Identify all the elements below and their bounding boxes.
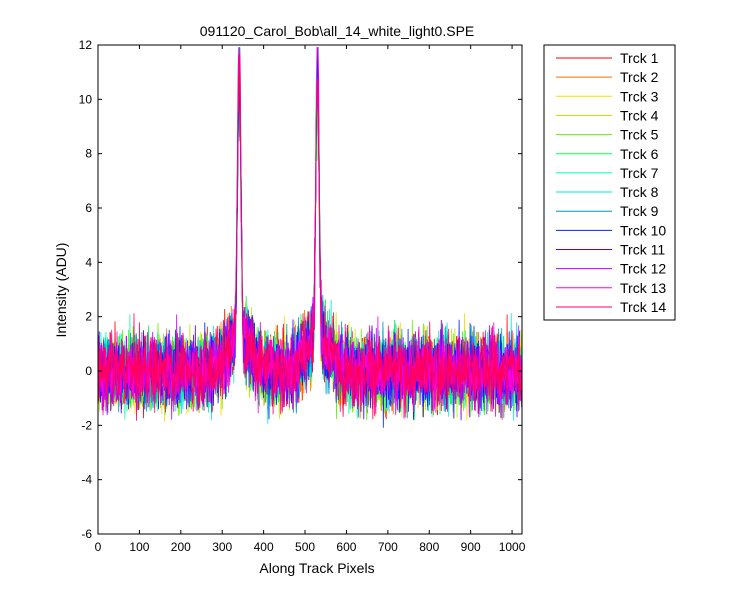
legend-box — [543, 44, 676, 321]
y-tick-label: 4 — [85, 255, 92, 269]
legend-label: Trck 5 — [620, 127, 659, 143]
legend-label: Trck 1 — [620, 50, 659, 66]
legend: Trck 1 Trck 2 Trck 3 Trck 4 Trck 5 Trck 6 Trck… — [543, 44, 676, 321]
legend-label: Trck 14 — [620, 299, 666, 315]
legend-label: Trck 11 — [620, 242, 665, 258]
plot-frame — [97, 44, 523, 535]
y-tick-label: 8 — [85, 147, 92, 161]
legend-label: Trck 13 — [620, 280, 666, 296]
legend-label: Trck 7 — [620, 165, 659, 181]
y-tick-label: 12 — [79, 38, 93, 52]
legend-label: Trck 4 — [620, 107, 659, 123]
y-tick-label: -6 — [81, 527, 92, 541]
x-tick-label: 100 — [129, 540, 149, 554]
x-tick-label: 400 — [254, 540, 274, 554]
x-axis-label: Along Track Pixels — [259, 560, 374, 576]
x-tick-label: 200 — [171, 540, 191, 554]
x-tick-label: 900 — [461, 540, 481, 554]
y-axis-label: Intensity (ADU) — [53, 243, 69, 338]
x-tick-label: 700 — [378, 540, 398, 554]
y-tick-label: 6 — [85, 201, 92, 215]
y-tick-label: -4 — [81, 473, 92, 487]
x-tick-label: 600 — [336, 540, 356, 554]
legend-label: Trck 2 — [620, 69, 659, 85]
y-tick-label: 10 — [79, 92, 93, 106]
x-tick-label: 500 — [295, 540, 315, 554]
x-tick-label: 0 — [95, 540, 102, 554]
legend-label: Trck 6 — [620, 146, 659, 162]
legend-label: Trck 8 — [620, 184, 659, 200]
legend-label: Trck 3 — [620, 88, 659, 104]
legend-label: Trck 10 — [620, 222, 666, 238]
legend-label: Trck 12 — [620, 261, 666, 277]
x-axis: 0 100 200 300 400 500 600 700 800 900 1000 — [95, 45, 526, 554]
y-tick-label: -2 — [81, 418, 92, 432]
y-tick-label: 0 — [85, 364, 92, 378]
x-tick-label: 300 — [212, 540, 232, 554]
x-tick-label: 800 — [419, 540, 439, 554]
series-traces — [98, 47, 523, 428]
series-line — [98, 55, 523, 421]
y-tick-label: 2 — [85, 310, 92, 324]
chart-title: 091120_Carol_Bob\all_14_white_light0.SPE — [200, 23, 475, 39]
x-tick-label: 1000 — [499, 540, 526, 554]
legend-label: Trck 9 — [620, 203, 659, 219]
y-axis: -6 -4 -2 0 2 4 6 8 10 12 — [79, 38, 522, 541]
